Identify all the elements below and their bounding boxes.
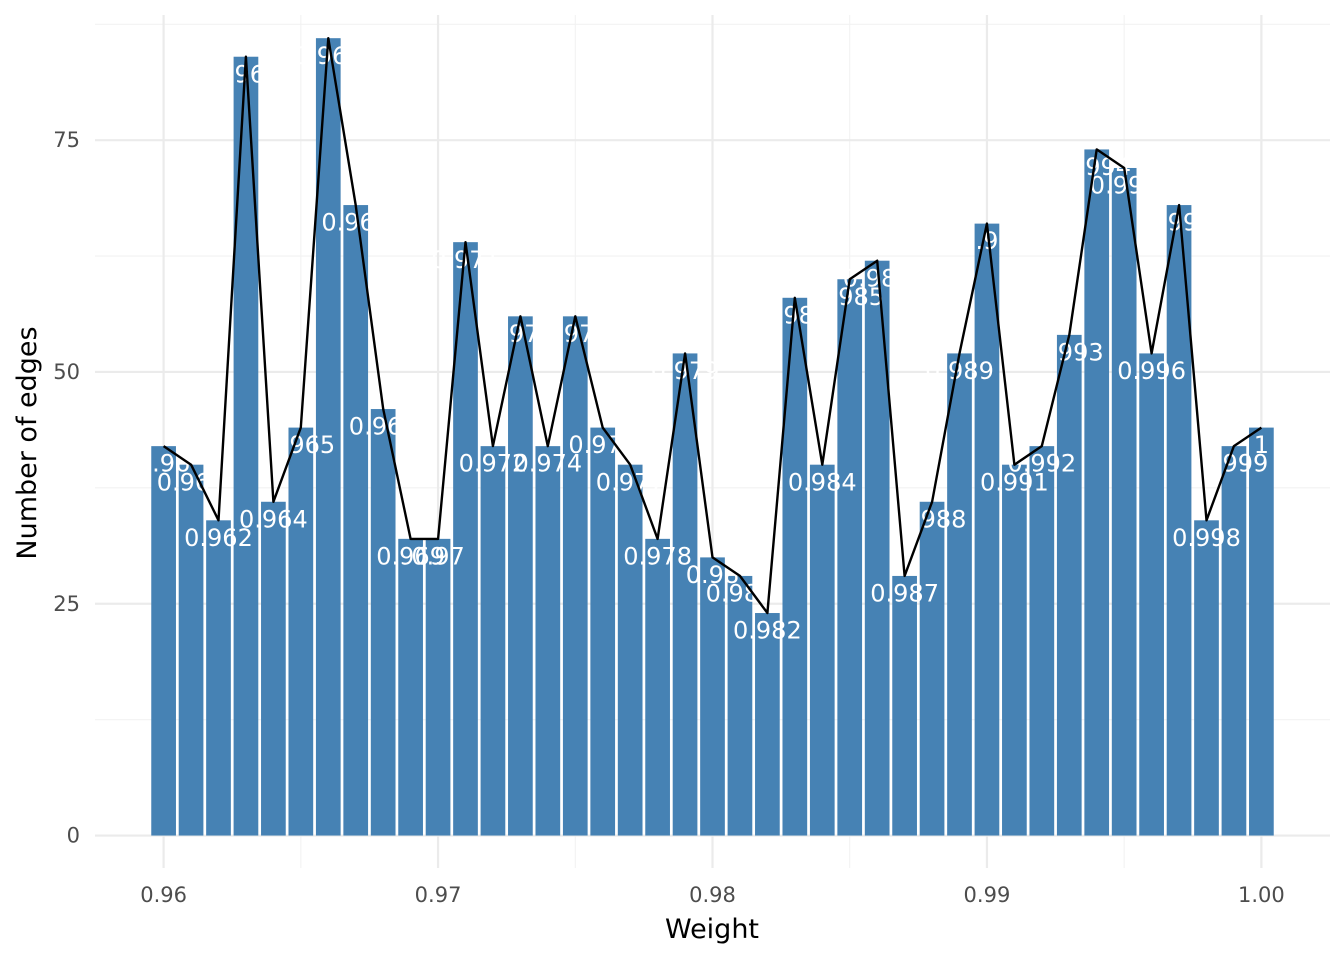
bar xyxy=(480,446,506,836)
bar xyxy=(1056,334,1082,836)
y-axis-ticks: 0 25 50 75 xyxy=(53,128,80,847)
bar xyxy=(755,613,780,836)
bar xyxy=(398,538,423,836)
bar-value-label: 0.993 xyxy=(1035,338,1104,366)
bar xyxy=(672,353,698,836)
bar xyxy=(1029,446,1055,836)
bar xyxy=(590,427,616,836)
bar xyxy=(370,409,396,836)
bar-value-label: 0.961 xyxy=(157,468,226,496)
bar-value-label: 0.998 xyxy=(1172,524,1241,552)
bar-value-label: 0.965 xyxy=(266,431,335,459)
bar xyxy=(837,279,863,836)
bar-value-label: 0.982 xyxy=(733,617,802,645)
y-tick-label: 0 xyxy=(67,824,80,848)
bar xyxy=(974,223,1000,836)
y-tick-label: 50 xyxy=(53,360,80,384)
bar-value-label: 0.996 xyxy=(1117,357,1186,385)
bars xyxy=(151,38,1274,836)
bar xyxy=(151,446,176,836)
bar xyxy=(178,464,204,836)
bar xyxy=(919,501,945,836)
bar xyxy=(508,316,533,836)
bar xyxy=(1221,446,1247,836)
bar-value-label: 0.968 xyxy=(349,413,418,441)
trend-line xyxy=(162,37,1263,615)
x-axis-title: Weight xyxy=(665,914,759,945)
bar-value-label: 0.978 xyxy=(623,542,692,570)
bar-value-label: 0.973 xyxy=(486,320,555,348)
x-tick-label: 0.97 xyxy=(415,883,462,907)
bar xyxy=(425,538,451,836)
bar-value-label: 0.985 xyxy=(815,283,884,311)
bar-value-label: 0.984 xyxy=(788,468,857,496)
bar-value-label: 0.98 xyxy=(686,561,739,589)
y-tick-label: 25 xyxy=(53,592,80,616)
y-tick-label: 75 xyxy=(53,128,80,152)
bar xyxy=(1139,353,1164,836)
bar xyxy=(343,205,369,836)
bar-value-label: 0.974 xyxy=(513,450,582,478)
bar-value-label: 0.962 xyxy=(184,524,253,552)
overlay-line xyxy=(162,37,1263,615)
bar xyxy=(1111,167,1137,836)
bar xyxy=(645,538,670,836)
bar xyxy=(782,297,808,836)
bar xyxy=(206,520,231,836)
bar-value-label: 1 xyxy=(1254,431,1269,459)
bar-value-label: 0.96 xyxy=(137,450,190,478)
bar-value-label: 0.964 xyxy=(239,505,308,533)
bar xyxy=(1002,464,1027,836)
x-tick-label: 0.98 xyxy=(689,883,736,907)
bar xyxy=(727,575,753,836)
bar-value-label: 0.972 xyxy=(459,450,528,478)
x-tick-label: 1.00 xyxy=(1238,883,1285,907)
bar-value-label: 0.999 xyxy=(1200,450,1269,478)
bar xyxy=(809,464,835,836)
bar-value-label: 0.989 xyxy=(925,357,994,385)
bar-value-label: 0.969 xyxy=(376,542,445,570)
bar-value-label: 0.977 xyxy=(596,468,665,496)
bar-value-label: 0.975 xyxy=(541,320,610,348)
bar-value-label: 0.992 xyxy=(1007,450,1076,478)
x-tick-label: 0.96 xyxy=(140,883,187,907)
bar-labels: 0.960.9610.9620.9630.9640.9650.9660.9670… xyxy=(137,42,1269,645)
bar xyxy=(233,56,259,836)
bar-value-label: 0.981 xyxy=(706,580,775,608)
bar xyxy=(947,353,972,836)
bar-value-label: 0.987 xyxy=(870,580,939,608)
bar-value-label: 0.976 xyxy=(568,431,637,459)
bar xyxy=(1084,149,1110,836)
bar-value-label: 0.994 xyxy=(1062,153,1131,181)
x-axis-ticks: 0.96 0.97 0.98 0.99 1.00 xyxy=(140,883,1285,907)
bar xyxy=(892,575,917,836)
bar xyxy=(1194,520,1219,836)
y-axis-title: Number of edges xyxy=(12,326,43,559)
bar-value-label: 0.988 xyxy=(898,505,967,533)
bar xyxy=(261,501,286,836)
bar xyxy=(617,464,643,836)
bar xyxy=(288,427,314,836)
bar xyxy=(1249,427,1274,836)
bar-value-label: 0.97 xyxy=(411,542,464,570)
bar-value-label: 0.995 xyxy=(1090,172,1159,200)
bar-value-label: 0.991 xyxy=(980,468,1049,496)
bar xyxy=(562,316,588,836)
bar xyxy=(700,557,725,836)
x-tick-label: 0.99 xyxy=(964,883,1011,907)
bar xyxy=(535,446,561,836)
